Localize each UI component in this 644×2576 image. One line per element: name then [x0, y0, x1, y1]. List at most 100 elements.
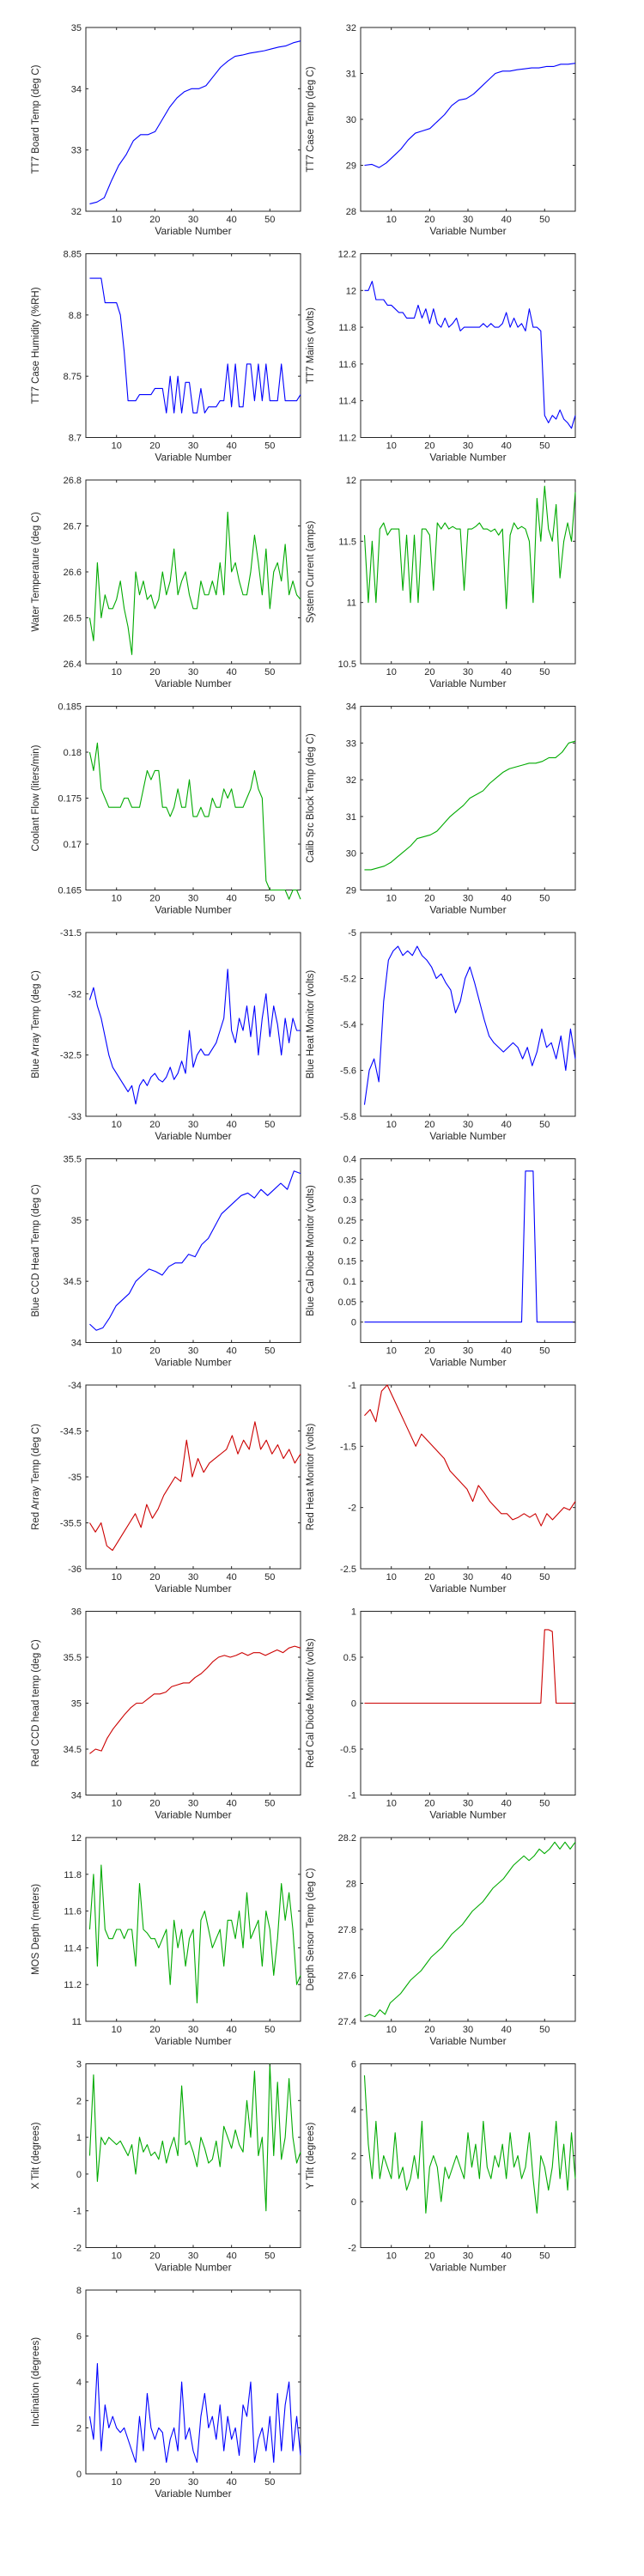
y-tick-label: 3: [76, 2060, 82, 2070]
x-tick-label: 30: [188, 215, 198, 225]
x-tick-label: 40: [227, 2477, 237, 2488]
x-tick-label: 30: [463, 215, 473, 225]
x-tick-label: 10: [386, 2251, 397, 2262]
y-tick-label: 26.6: [64, 568, 82, 578]
axes-box: [360, 27, 576, 212]
axes-box: [85, 1611, 301, 1795]
y-tick-label: -1: [348, 1381, 356, 1391]
x-tick-label: 10: [386, 215, 397, 225]
x-tick-label: 50: [539, 441, 550, 452]
series-line: [88, 2363, 301, 2464]
x-tick-label: 40: [227, 1572, 237, 1583]
y-tick-label: 26.4: [64, 659, 82, 670]
x-tick-label: 20: [424, 215, 434, 225]
y-tick-label: 1: [76, 2133, 82, 2143]
series-line: [364, 1170, 575, 1323]
axes-box: [360, 479, 576, 665]
y-tick-label: -5.8: [340, 1112, 356, 1122]
y-tick-label: 0.05: [338, 1297, 356, 1308]
y-tick-label: 0.2: [343, 1236, 356, 1247]
x-axis-label: Variable Number: [155, 677, 231, 690]
x-axis-label: Variable Number: [429, 1583, 506, 1595]
x-tick-label: 30: [463, 2251, 473, 2262]
y-tick-label: 34: [346, 702, 356, 713]
chart-panel-6: 10 20 30 40 50 10.5 11 11.5 12 Variable Number Sys…: [306, 476, 576, 690]
y-axis-label: System Current (amps): [306, 520, 316, 623]
chart-panel-2: 10 20 30 40 50 28 29 30 31 32 Variable Number TT7 C…: [306, 23, 576, 237]
x-axis-label: Variable Number: [429, 677, 506, 690]
y-tick-label: 35.5: [64, 1653, 82, 1663]
x-tick-label: 30: [188, 2025, 198, 2035]
x-axis-label: Variable Number: [155, 1130, 231, 1142]
x-tick-label: 50: [539, 1572, 550, 1583]
x-tick-label: 20: [424, 1799, 434, 1809]
y-tick-label: 29: [346, 161, 356, 172]
x-tick-label: 30: [188, 441, 198, 452]
x-tick-label: 30: [463, 1799, 473, 1809]
y-axis-label: Blue Array Temp (deg C): [31, 970, 41, 1078]
y-tick-label: 36: [71, 1607, 82, 1618]
series-line: [88, 1864, 301, 2004]
x-axis-label: Variable Number: [155, 1357, 231, 1369]
x-tick-label: 20: [424, 1346, 434, 1357]
y-tick-label: 11.2: [64, 1980, 82, 1990]
y-tick-label: 0.185: [58, 702, 82, 713]
x-tick-label: 10: [112, 2251, 122, 2262]
y-axis-label: Blue CCD Head Temp (deg C): [31, 1184, 41, 1317]
axes-box: [85, 2063, 301, 2248]
y-tick-label: 2: [76, 2424, 82, 2434]
x-tick-label: 20: [424, 667, 434, 677]
x-tick-label: 30: [188, 894, 198, 904]
x-axis-label: Variable Number: [429, 1809, 506, 1821]
axes-box: [85, 1158, 301, 1343]
x-axis-label: Variable Number: [429, 1130, 506, 1142]
x-tick-label: 20: [149, 667, 160, 677]
y-tick-label: 8: [76, 2286, 82, 2296]
x-tick-label: 40: [227, 215, 237, 225]
y-tick-label: 26.7: [64, 522, 82, 532]
y-tick-label: 2: [76, 2096, 82, 2106]
axes-box: [360, 1837, 576, 2022]
y-tick-label: 0: [76, 2170, 82, 2180]
x-tick-label: 20: [149, 1799, 160, 1809]
axes-box: [85, 253, 301, 438]
y-tick-label: 0: [351, 1699, 356, 1710]
x-tick-label: 20: [149, 2251, 160, 2262]
x-axis-label: Variable Number: [429, 452, 506, 464]
y-tick-label: -35.5: [60, 1519, 82, 1529]
y-tick-label: 11.4: [338, 397, 356, 407]
x-tick-label: 10: [112, 1799, 122, 1809]
x-tick-label: 30: [188, 1346, 198, 1357]
y-tick-label: -32.5: [60, 1051, 82, 1061]
y-tick-label: 2: [351, 2152, 356, 2162]
y-tick-label: 34: [71, 1791, 82, 1801]
axes-box: [360, 1158, 576, 1343]
y-tick-label: 0.4: [343, 1155, 356, 1165]
x-tick-label: 40: [501, 215, 512, 225]
x-tick-label: 10: [112, 2477, 122, 2488]
chart-panel-5: 10 20 30 40 50 26.4 26.5 26.6 26.7 26.8 Variable N…: [31, 476, 301, 690]
y-tick-label: 28.2: [338, 1833, 356, 1844]
axes-box: [360, 2063, 576, 2248]
y-axis-label: Red Heat Monitor (volts): [306, 1424, 316, 1531]
x-tick-label: 20: [424, 1572, 434, 1583]
x-axis-label: Variable Number: [155, 904, 231, 916]
x-tick-label: 40: [227, 667, 237, 677]
x-axis-label: Variable Number: [155, 1583, 231, 1595]
x-tick-label: 20: [424, 2251, 434, 2262]
x-tick-label: 10: [112, 2025, 122, 2035]
x-tick-label: 10: [386, 2025, 397, 2035]
y-axis-label: Depth Sensor Temp (deg C): [306, 1868, 316, 1990]
y-axis-label: Water Temperature (deg C): [31, 512, 41, 632]
x-tick-label: 30: [463, 667, 473, 677]
y-tick-label: 27.8: [338, 1925, 356, 1935]
series-line: [88, 1421, 301, 1552]
x-tick-label: 10: [386, 667, 397, 677]
y-tick-label: 28: [346, 207, 356, 217]
x-tick-label: 30: [188, 1572, 198, 1583]
axes-box: [85, 706, 301, 890]
x-tick-label: 20: [424, 1120, 434, 1130]
y-axis-label: Inclination (degrees): [31, 2337, 41, 2427]
x-axis-label: Variable Number: [429, 904, 506, 916]
x-tick-label: 50: [539, 2251, 550, 2262]
